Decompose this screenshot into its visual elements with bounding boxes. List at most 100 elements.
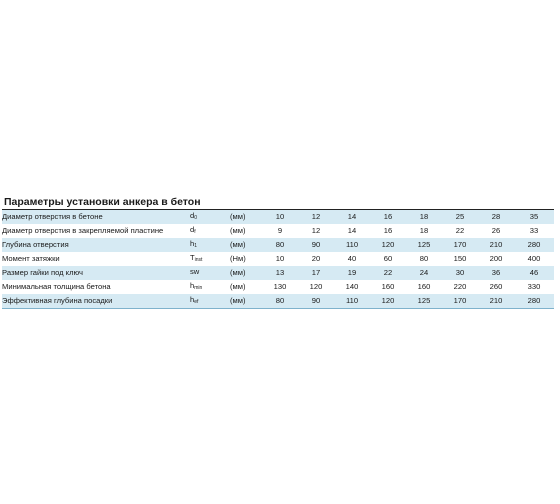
parameter-value: 120: [370, 294, 406, 308]
parameter-value: 30: [442, 266, 478, 280]
table-title: Параметры установки анкера в бетон: [4, 196, 201, 208]
parameter-value: 160: [406, 280, 442, 294]
parameter-unit: (мм): [230, 280, 262, 294]
parameter-value: 9: [262, 224, 298, 238]
parameter-value: 280: [514, 238, 554, 252]
parameter-value: 18: [406, 224, 442, 238]
symbol-letter: T: [190, 253, 195, 262]
parameter-value: 170: [442, 294, 478, 308]
parameter-name: Глубина отверстия: [2, 238, 190, 252]
parameter-value: 210: [478, 238, 514, 252]
parameter-value: 22: [370, 266, 406, 280]
parameter-symbol: Tinst: [190, 252, 230, 266]
parameter-value: 14: [334, 210, 370, 224]
parameter-unit: (мм): [230, 266, 262, 280]
symbol-subscript: inst: [194, 257, 203, 263]
table-row: Минимальная толщина бетона hmin (мм) 130 120…: [2, 280, 554, 294]
parameter-value: 140: [334, 280, 370, 294]
symbol-letter: h: [190, 295, 195, 304]
symbol-letter: h: [190, 281, 195, 290]
parameter-value: 12: [298, 224, 334, 238]
parameter-value: 110: [334, 294, 370, 308]
parameter-value: 46: [514, 266, 554, 280]
parameter-symbol: sw: [190, 266, 230, 280]
parameter-value: 26: [478, 224, 514, 238]
symbol-subscript: f: [194, 229, 196, 235]
parameter-value: 10: [262, 210, 298, 224]
parameter-value: 16: [370, 224, 406, 238]
parameter-value: 14: [334, 224, 370, 238]
parameter-value: 220: [442, 280, 478, 294]
parameter-value: 18: [406, 210, 442, 224]
table-row: Момент затяжки Tinst (Нм) 10 20 40 60 80 150 200 4…: [2, 252, 554, 266]
parameter-value: 200: [478, 252, 514, 266]
parameter-value: 80: [262, 294, 298, 308]
parameter-value: 10: [262, 252, 298, 266]
parameter-symbol: df: [190, 224, 230, 238]
parameter-value: 20: [298, 252, 334, 266]
parameter-value: 260: [478, 280, 514, 294]
table-bottom-rule: [2, 308, 554, 309]
parameter-value: 120: [370, 238, 406, 252]
parameter-symbol: d0: [190, 210, 230, 224]
parameter-value: 280: [514, 294, 554, 308]
parameters-table-body: Диаметр отверстия в бетоне d0 (мм) 10 12 14 16…: [2, 210, 554, 308]
parameter-value: 130: [262, 280, 298, 294]
parameter-value: 125: [406, 294, 442, 308]
parameter-value: 80: [406, 252, 442, 266]
parameter-value: 40: [334, 252, 370, 266]
parameter-value: 210: [478, 294, 514, 308]
parameter-unit: (мм): [230, 210, 262, 224]
parameter-value: 19: [334, 266, 370, 280]
parameter-value: 170: [442, 238, 478, 252]
parameter-unit: (мм): [230, 224, 262, 238]
parameter-symbol: hef: [190, 294, 230, 308]
parameter-value: 12: [298, 210, 334, 224]
table-row: Диаметр отверстия в бетоне d0 (мм) 10 12 14 16…: [2, 210, 554, 224]
parameter-value: 90: [298, 238, 334, 252]
parameter-name: Минимальная толщина бетона: [2, 280, 190, 294]
symbol-letter: d: [190, 211, 195, 220]
symbol-subscript: 0: [194, 215, 198, 221]
installation-parameters-section: Параметры установки анкера в бетон Диаме…: [0, 196, 560, 309]
table-row: Диаметр отверстия в закрепляемой пластин…: [2, 224, 554, 238]
parameter-value: 90: [298, 294, 334, 308]
parameter-value: 17: [298, 266, 334, 280]
parameter-unit: (мм): [230, 294, 262, 308]
parameter-value: 120: [298, 280, 334, 294]
parameter-name: Размер гайки под ключ: [2, 266, 190, 280]
parameters-table: Диаметр отверстия в бетоне d0 (мм) 10 12 14 16…: [2, 210, 554, 308]
table-row: Эффективная глубина посадки hef (мм) 80 90 11…: [2, 294, 554, 308]
parameter-name: Эффективная глубина посадки: [2, 294, 190, 308]
parameter-value: 60: [370, 252, 406, 266]
parameter-symbol: h1: [190, 238, 230, 252]
symbol-letter: d: [190, 225, 195, 234]
parameter-name: Момент затяжки: [2, 252, 190, 266]
parameter-value: 33: [514, 224, 554, 238]
table-row: Размер гайки под ключ sw (мм) 13 17 19 22 24 30 3…: [2, 266, 554, 280]
symbol-letter: sw: [190, 267, 200, 276]
parameter-value: 160: [370, 280, 406, 294]
table-top-rule: [2, 209, 554, 210]
parameter-value: 24: [406, 266, 442, 280]
parameter-value: 35: [514, 210, 554, 224]
parameter-value: 13: [262, 266, 298, 280]
parameter-name: Диаметр отверстия в закрепляемой пластин…: [2, 224, 190, 238]
parameter-unit: (мм): [230, 238, 262, 252]
parameter-value: 25: [442, 210, 478, 224]
parameter-value: 330: [514, 280, 554, 294]
symbol-subscript: ef: [194, 299, 199, 305]
parameter-value: 22: [442, 224, 478, 238]
parameter-value: 16: [370, 210, 406, 224]
symbol-subscript: 1: [194, 243, 198, 249]
symbol-subscript: min: [194, 285, 203, 291]
parameter-value: 80: [262, 238, 298, 252]
parameter-unit: (Нм): [230, 252, 262, 266]
parameter-name: Диаметр отверстия в бетоне: [2, 210, 190, 224]
parameter-value: 28: [478, 210, 514, 224]
parameter-symbol: hmin: [190, 280, 230, 294]
parameter-value: 125: [406, 238, 442, 252]
table-row: Глубина отверстия h1 (мм) 80 90 110 120 125 170 2…: [2, 238, 554, 252]
symbol-letter: h: [190, 239, 195, 248]
parameter-value: 400: [514, 252, 554, 266]
